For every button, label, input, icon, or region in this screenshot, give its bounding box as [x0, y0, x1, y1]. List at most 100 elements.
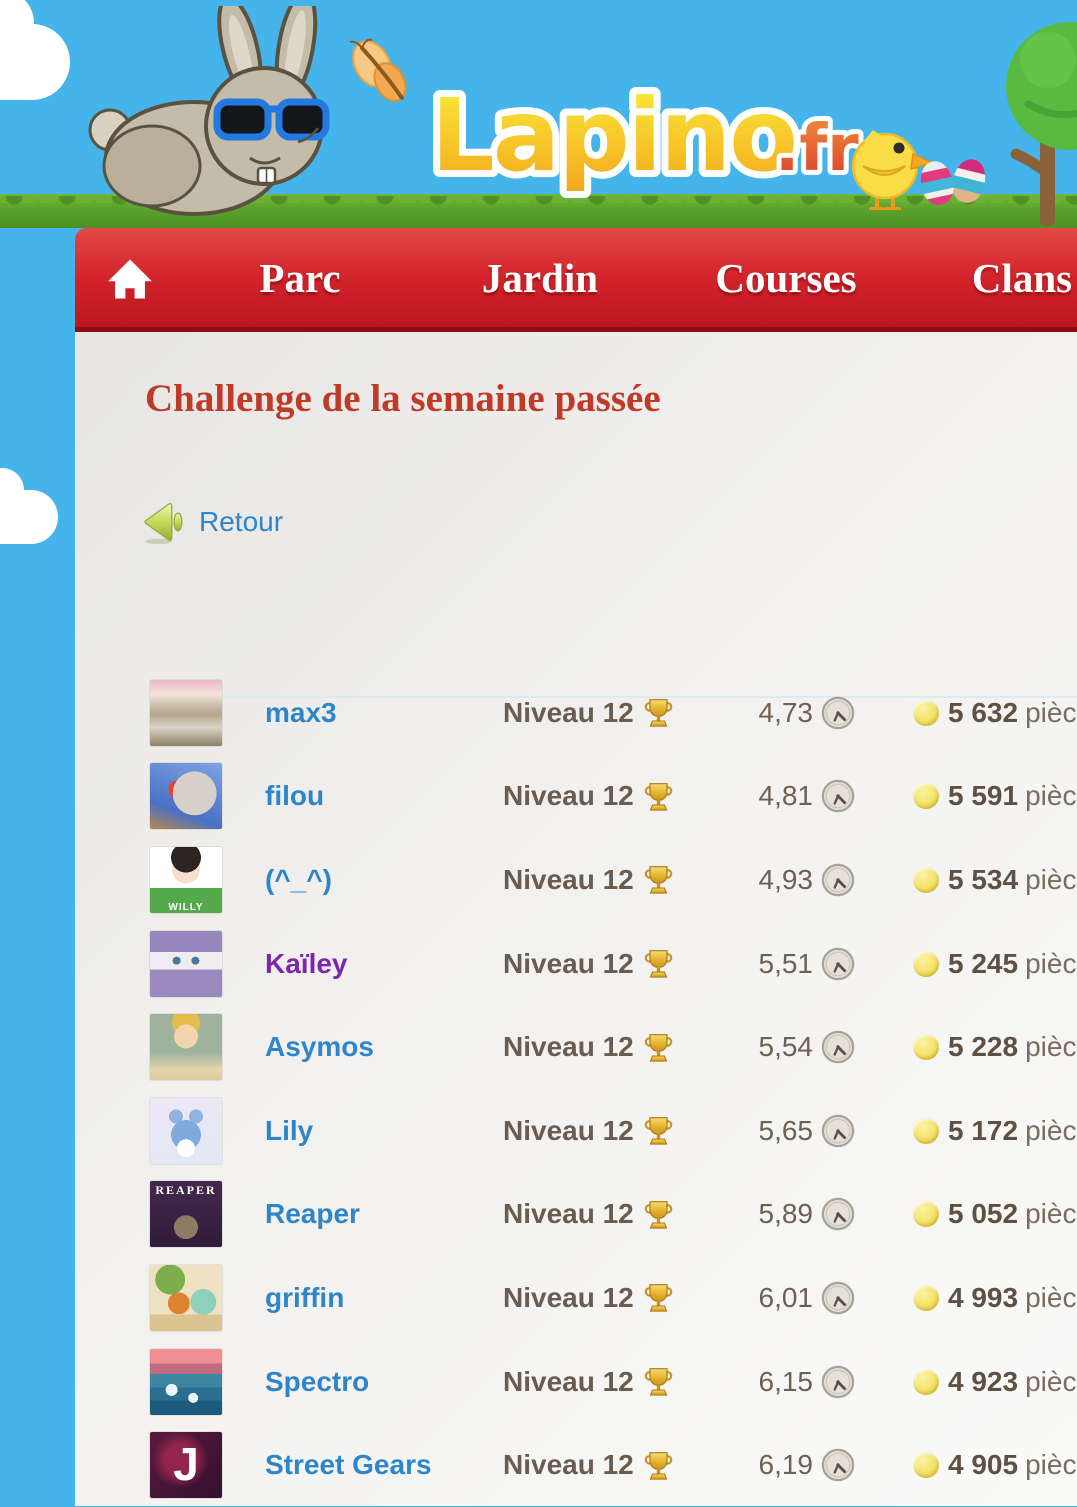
- clock-icon: [821, 1030, 855, 1064]
- chick: [851, 130, 936, 210]
- table-row: Spectro Niveau 12 6,15 4 923pièces: [75, 1340, 1077, 1424]
- player-time: 4,93: [733, 863, 855, 897]
- avatar-text: WILLY: [168, 901, 204, 913]
- home-icon[interactable]: [107, 258, 153, 300]
- table-row: griffin Niveau 12 6,01 4 993pièces: [75, 1256, 1077, 1340]
- player-level: Niveau 12: [503, 1449, 733, 1481]
- trophy-icon: [644, 697, 673, 728]
- trophy-icon: [644, 1115, 673, 1146]
- clock-icon: [821, 696, 855, 730]
- player-avatar[interactable]: [150, 1014, 222, 1081]
- player-avatar[interactable]: WILLY: [150, 846, 222, 913]
- table-divider: [148, 696, 1077, 698]
- player-coins: 4 923pièces: [913, 1366, 1077, 1398]
- player-name-link[interactable]: (^_^): [265, 863, 332, 895]
- table-row: WILLY (^_^) Niveau 12 4,93 5 534pièces: [75, 838, 1077, 922]
- trophy-icon: [644, 1199, 673, 1230]
- player-avatar[interactable]: [150, 679, 222, 746]
- player-coins: 5 052pièces: [913, 1198, 1077, 1230]
- nav-item-clans[interactable]: Clans: [971, 255, 1073, 302]
- player-avatar[interactable]: [150, 1264, 222, 1331]
- trophy-icon: [644, 1450, 673, 1481]
- player-name-link[interactable]: griffin: [265, 1281, 345, 1313]
- logo-text: Lapino: [431, 77, 796, 194]
- table-row: Asymos Niveau 12 5,54 5 228pièces: [75, 1005, 1077, 1089]
- clock-icon: [821, 863, 855, 897]
- player-time: 6,19: [733, 1448, 855, 1482]
- player-coins: 5 534pièces: [913, 864, 1077, 896]
- back-arrow-icon: [141, 498, 185, 546]
- player-name-link[interactable]: Asymos: [265, 1031, 374, 1063]
- player-time: 5,54: [733, 1030, 855, 1064]
- player-coins: 5 591pièces: [913, 780, 1077, 812]
- coin-icon: [913, 1284, 939, 1311]
- coin-icon: [913, 1368, 939, 1395]
- player-level: Niveau 12: [503, 780, 733, 812]
- player-level: Niveau 12: [503, 1198, 733, 1230]
- clock-icon: [821, 1114, 855, 1148]
- back-label: Retour: [199, 506, 284, 537]
- page-title: Challenge de la semaine passée: [145, 377, 661, 420]
- coin-icon: [913, 1201, 939, 1228]
- player-coins: 5 228pièces: [913, 1031, 1077, 1063]
- player-name-link[interactable]: Spectro: [265, 1365, 370, 1397]
- player-level: Niveau 12: [503, 864, 733, 896]
- table-row: max3 Niveau 12 4,73 5 632pièces: [75, 671, 1077, 755]
- coin-icon: [913, 950, 939, 977]
- player-name-link[interactable]: Kaïley: [265, 947, 348, 979]
- player-coins: 5 245pièces: [913, 948, 1077, 980]
- site-logo[interactable]: Lapino .fr: [425, 42, 885, 212]
- player-time: 5,65: [733, 1114, 855, 1148]
- nav-item-jardin[interactable]: Jardin: [481, 255, 599, 302]
- player-name-link[interactable]: max3: [265, 696, 337, 728]
- butterfly: [349, 38, 407, 102]
- rabbit-mascot: [88, 6, 330, 216]
- logo-suffix: .fr: [775, 112, 859, 186]
- player-avatar[interactable]: [150, 763, 222, 830]
- avatar-text: REAPER: [155, 1183, 217, 1198]
- player-name-link[interactable]: Street Gears: [265, 1449, 432, 1481]
- player-name-link[interactable]: Reaper: [265, 1198, 360, 1230]
- coin-icon: [913, 1034, 939, 1061]
- coin-icon: [913, 783, 939, 810]
- player-avatar[interactable]: J: [150, 1432, 222, 1499]
- player-time: 5,51: [733, 947, 855, 981]
- cloud: [0, 468, 58, 544]
- trophy-icon: [644, 1282, 673, 1313]
- player-coins: 4 905pièces: [913, 1449, 1077, 1481]
- trophy-icon: [644, 781, 673, 812]
- player-level: Niveau 12: [503, 697, 733, 729]
- player-avatar[interactable]: [150, 930, 222, 997]
- player-time: 4,81: [733, 779, 855, 813]
- coin-icon: [913, 866, 939, 893]
- player-level: Niveau 12: [503, 1031, 733, 1063]
- trophy-icon: [644, 1032, 673, 1063]
- clock-icon: [821, 1448, 855, 1482]
- content-panel: Challenge de la semaine passée Retour ma…: [75, 332, 1077, 1506]
- player-level: Niveau 12: [503, 948, 733, 980]
- player-avatar[interactable]: [150, 1348, 222, 1415]
- player-coins: 5 172pièces: [913, 1115, 1077, 1147]
- trophy-icon: [644, 948, 673, 979]
- player-avatar[interactable]: REAPER: [150, 1181, 222, 1248]
- player-time: 4,73: [733, 696, 855, 730]
- table-row: filou Niveau 12 4,81 5 591pièces: [75, 755, 1077, 839]
- avatar-text: J: [173, 1438, 199, 1491]
- back-link[interactable]: Retour: [141, 498, 283, 546]
- player-avatar[interactable]: [150, 1097, 222, 1164]
- coin-icon: [913, 699, 939, 726]
- player-level: Niveau 12: [503, 1282, 733, 1314]
- clock-icon: [821, 1365, 855, 1399]
- nav-item-parc[interactable]: Parc: [259, 255, 341, 302]
- player-name-link[interactable]: filou: [265, 780, 325, 812]
- cloud: [0, 0, 70, 100]
- main-navbar: Parc Jardin Courses Clans: [75, 228, 1077, 332]
- nav-item-courses[interactable]: Courses: [715, 255, 857, 302]
- table-row: REAPER Reaper Niveau 12 5,89 5 052pièces: [75, 1173, 1077, 1257]
- player-time: 6,15: [733, 1365, 855, 1399]
- player-coins: 4 993pièces: [913, 1282, 1077, 1314]
- coin-icon: [913, 1117, 939, 1144]
- player-name-link[interactable]: Lily: [265, 1114, 314, 1146]
- player-level: Niveau 12: [503, 1366, 733, 1398]
